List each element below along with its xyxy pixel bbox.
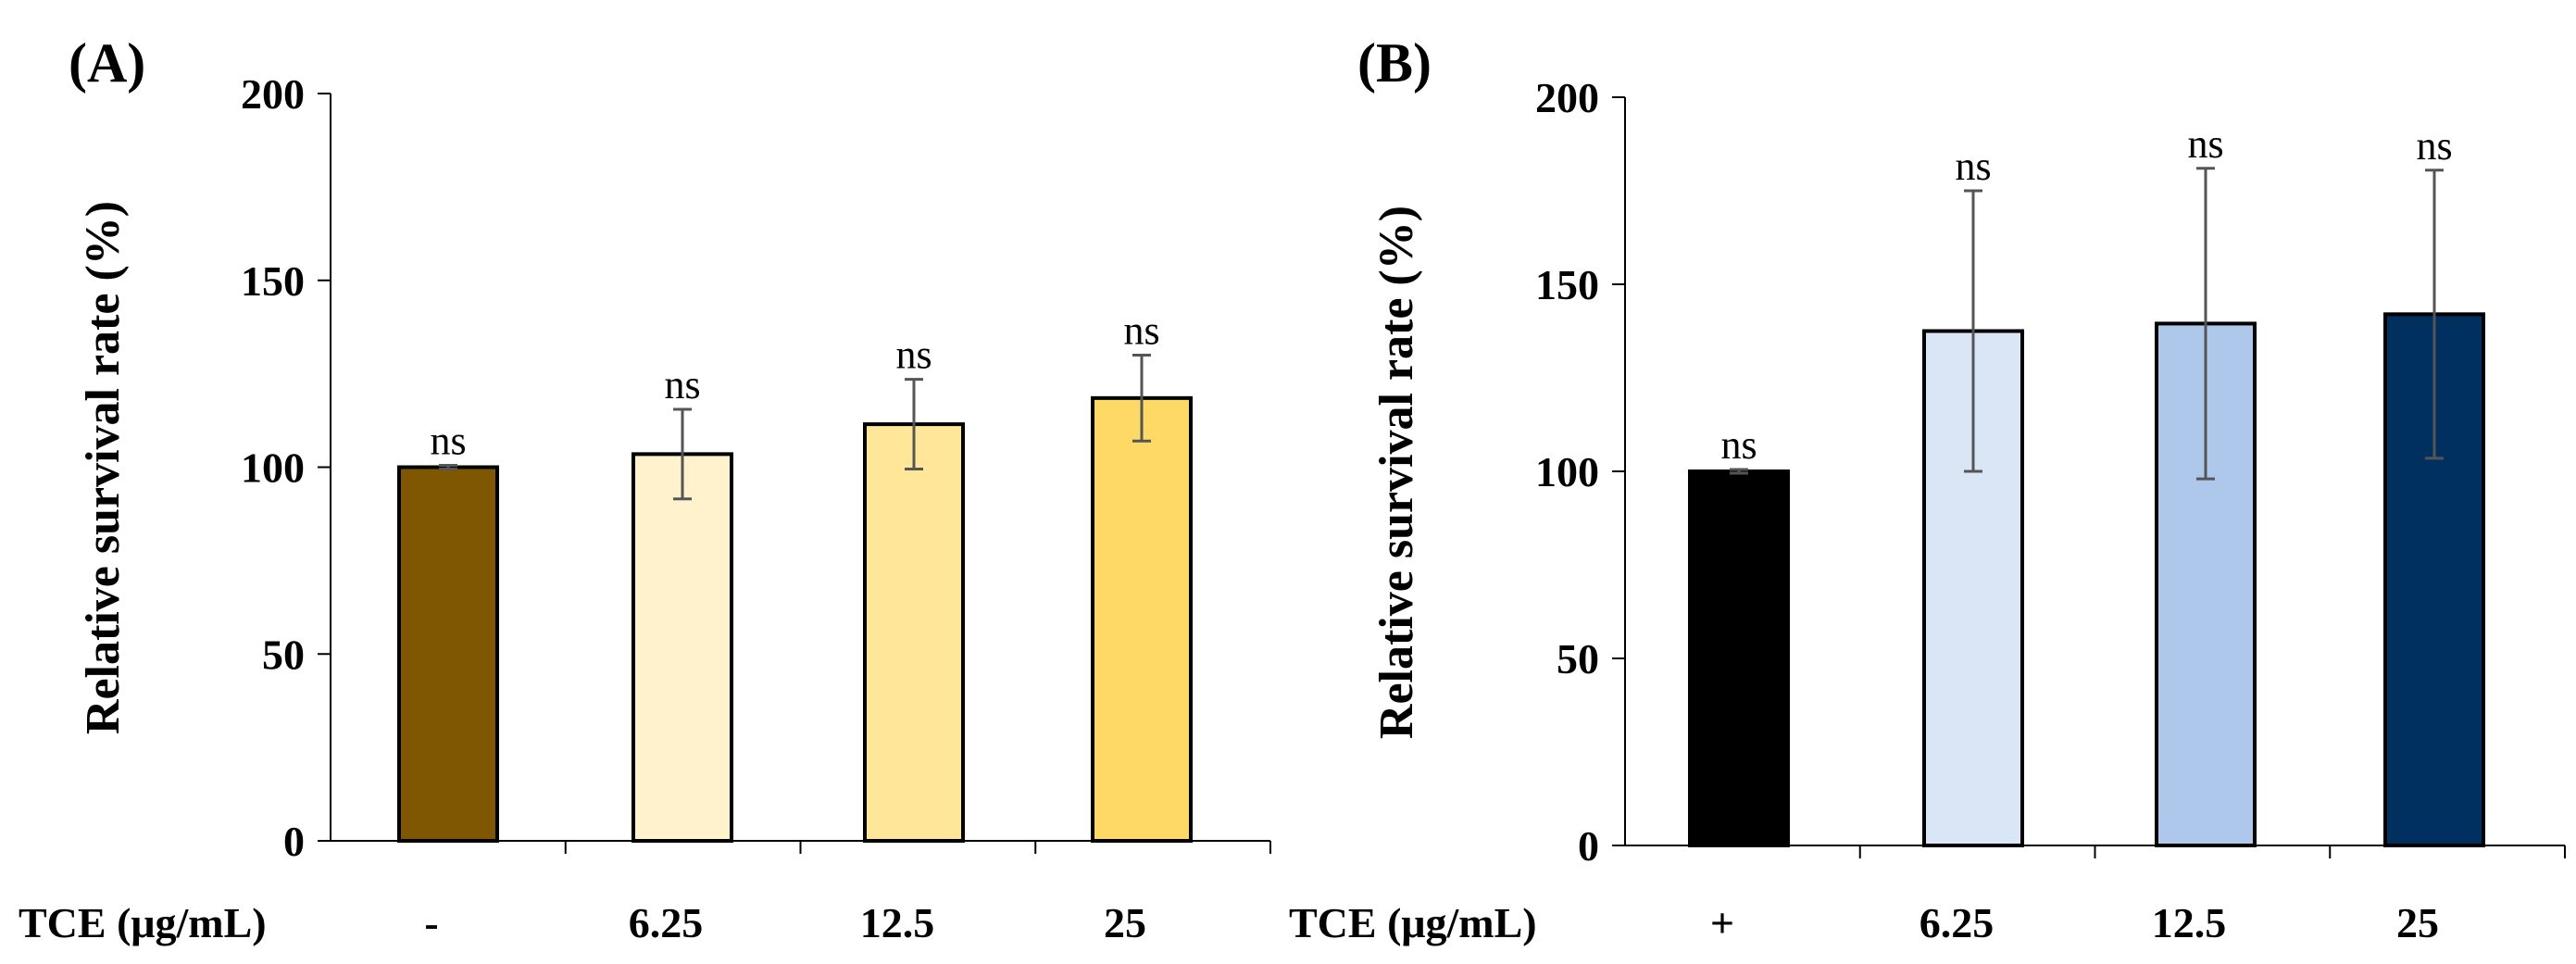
x-category-label: 25 (1104, 899, 1146, 946)
bar (1688, 469, 1790, 847)
x-category-label: 12.5 (860, 899, 935, 946)
bar (631, 452, 733, 843)
x-category-label: - (424, 899, 438, 946)
y-tick-label: 200 (1535, 74, 1599, 121)
y-tick-label: 0 (1578, 822, 1599, 870)
panel-label: (A) (69, 32, 145, 94)
x-axis-label: TCE (μg/mL) (19, 899, 267, 946)
y-tick-label: 100 (1535, 448, 1599, 495)
chart-panel-a: (A) 0 50 100 150 200 ns - ns 6.25 ns 12.5 ns 25 TCE (μ… (19, 32, 1271, 946)
y-tick-label: 150 (1535, 261, 1599, 308)
significance-label: ns (1123, 307, 1159, 353)
significance-label: ns (1720, 422, 1757, 468)
bar (1091, 395, 1193, 843)
y-tick-label: 150 (241, 257, 305, 305)
x-category-label: 25 (2396, 899, 2439, 946)
y-tick-label: 0 (283, 818, 305, 865)
significance-label: ns (2416, 123, 2452, 169)
significance-label: ns (2187, 121, 2223, 167)
x-category-label: 12.5 (2152, 899, 2227, 946)
significance-label: ns (430, 418, 466, 463)
y-axis-label: Relative survival rate (%) (77, 201, 130, 734)
significance-label: ns (1955, 144, 1991, 189)
panel-label: (B) (1357, 32, 1432, 94)
y-tick-label: 100 (241, 444, 305, 492)
y-tick-label: 50 (1557, 635, 1599, 682)
x-category-label: + (1710, 899, 1734, 946)
x-axis-label: TCE (μg/mL) (1289, 899, 1537, 946)
significance-label: ns (895, 332, 932, 378)
significance-label: ns (664, 362, 700, 407)
bar (397, 465, 499, 843)
x-category-label: 6.25 (1919, 899, 1995, 946)
y-tick-label: 50 (262, 631, 305, 678)
chart-panel-b: (B) 0 50 100 150 200 ns + ns 6.25 ns 12.5 ns 25 TCE (μ… (1289, 32, 2566, 946)
y-axis-label: Relative survival rate (%) (1370, 206, 1423, 739)
y-tick-label: 200 (241, 70, 305, 118)
x-category-label: 6.25 (629, 899, 704, 946)
bar (863, 422, 965, 843)
